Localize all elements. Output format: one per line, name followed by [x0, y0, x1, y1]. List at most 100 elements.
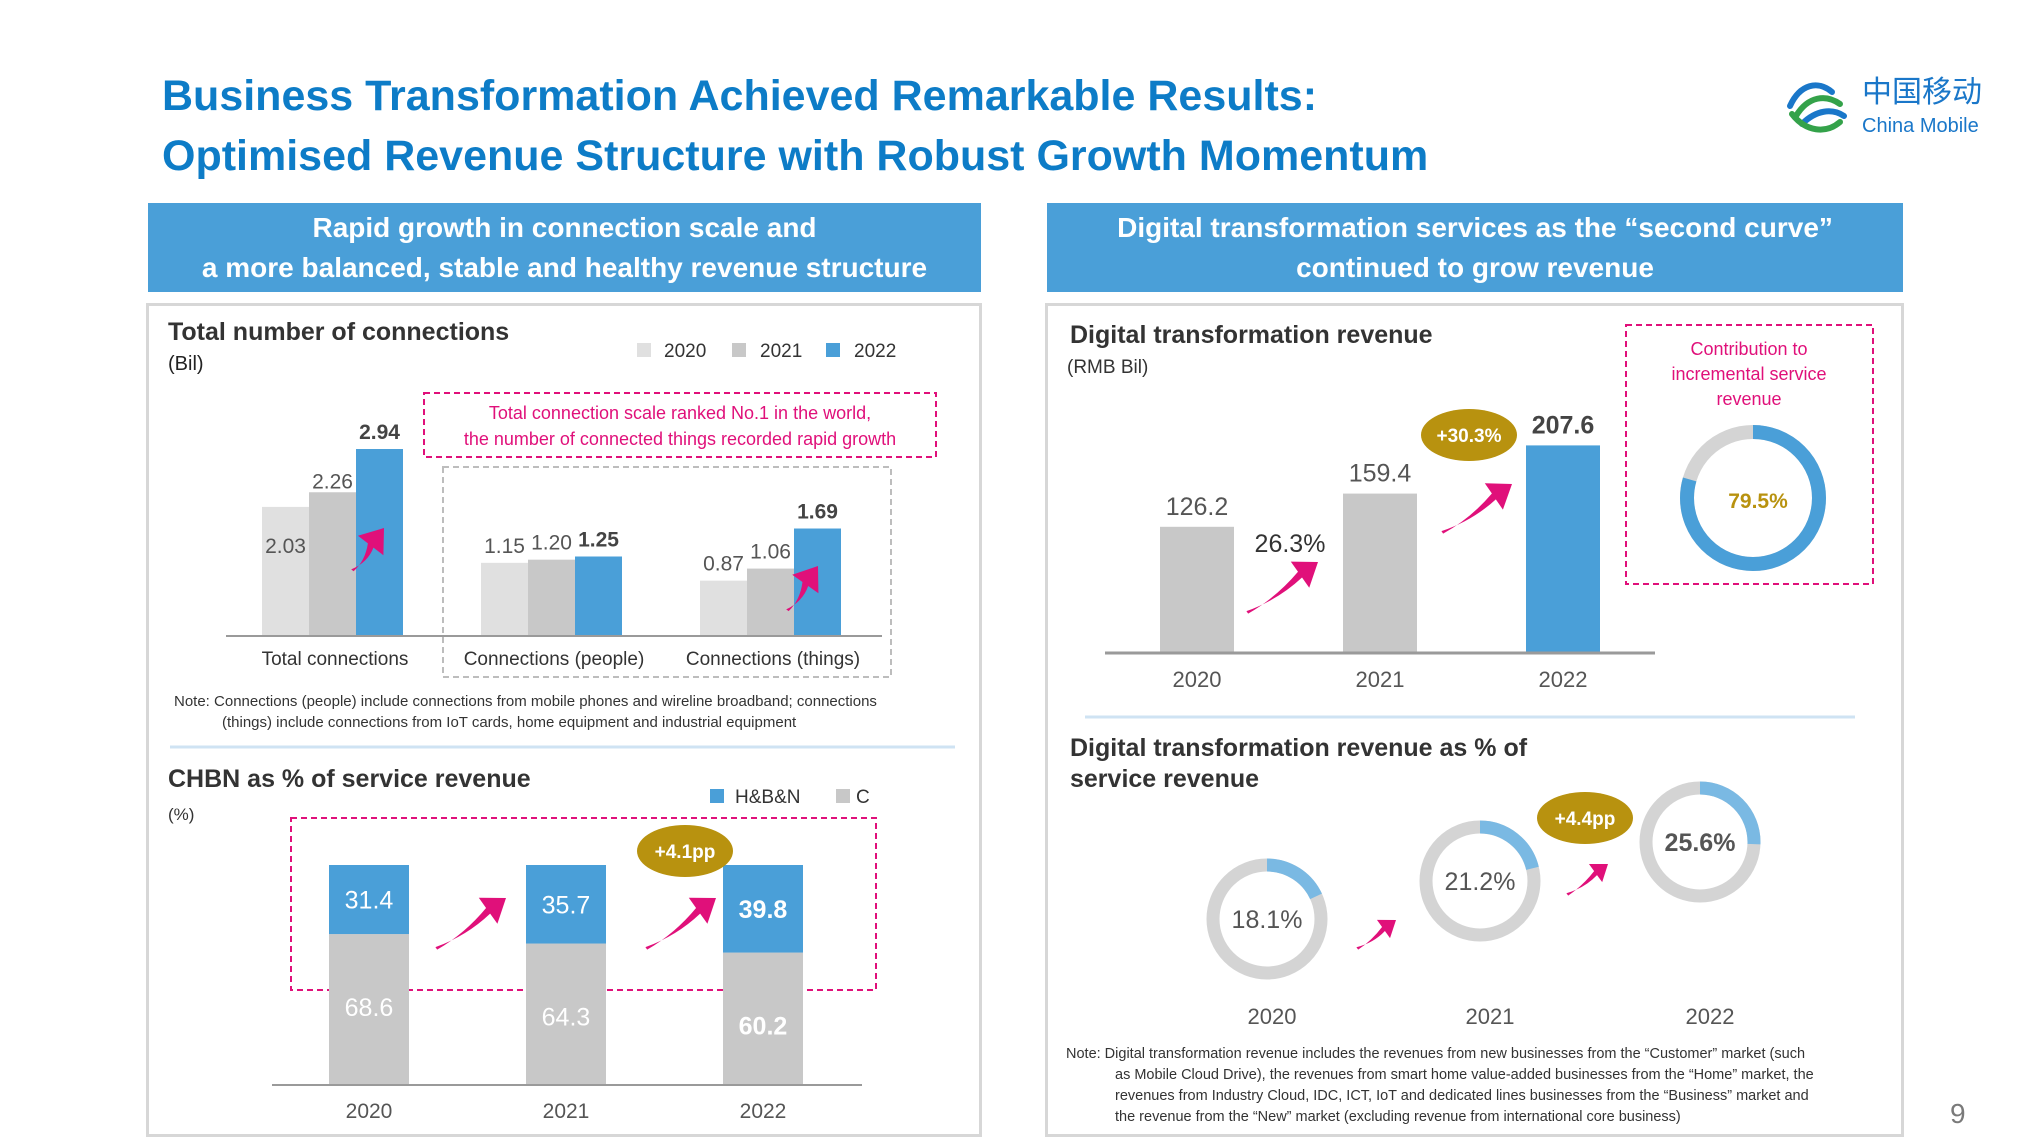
right-section-header: Digital transformation services as the “…	[1047, 203, 1903, 292]
growth-arrow-icon-3	[645, 897, 716, 950]
share-value-2020: 18.1%	[1232, 906, 1303, 934]
chbn-bar-hbn-2020	[329, 865, 409, 935]
left-header-line-2: a more balanced, stable and healthy reve…	[201, 251, 928, 283]
category-connections-things: Connections (things)	[686, 649, 860, 670]
chbn-badge	[637, 825, 733, 877]
connections-annotation-box	[423, 392, 937, 458]
connections-unit: (Bil)	[168, 353, 204, 375]
dt-bar-2020	[1160, 526, 1234, 653]
chbn-chart: CHBN as % of service revenue (%) H&B&N C…	[168, 765, 877, 1123]
connections-note-line-2: (things) include connections from IoT ca…	[222, 714, 797, 731]
legend-2021-label: 2021	[760, 341, 802, 362]
legend-hbn-swatch	[710, 789, 724, 803]
dt-note-line-3: revenues from Industry Cloud, IDC, ICT, …	[1115, 1088, 1809, 1104]
page-number: 9	[1950, 1098, 1966, 1129]
dt-year-2020: 2020	[1173, 667, 1222, 692]
chbn-value-c-2020: 68.6	[345, 994, 394, 1022]
chbn-value-hbn-2022: 39.8	[739, 896, 788, 924]
chbn-bar-c-2020	[329, 934, 409, 1085]
connections-value-2022-2: 1.69	[797, 501, 838, 524]
connections-value-2022-0: 2.94	[359, 421, 400, 444]
connections-bar-2021-1	[528, 559, 575, 636]
connections-bar-2020-2	[700, 580, 747, 636]
connections-annotation-line-2: the number of connected things recorded …	[464, 429, 896, 449]
legend-hbn-label: H&B&N	[735, 787, 800, 808]
dt-revenue-chart: Digital transformation revenue (RMB Bil)…	[1067, 321, 1874, 692]
contribution-donut	[1680, 425, 1826, 571]
connections-value-2020-0: 2.03	[265, 535, 306, 558]
dt-note-line-1: Note: Digital transformation revenue inc…	[1066, 1046, 1805, 1062]
page-title-line-1: Business Transformation Achieved Remarka…	[162, 72, 1318, 120]
dt-value-2021: 159.4	[1349, 460, 1412, 488]
connections-bar-2021-0	[309, 492, 356, 636]
connections-annotation-line-1: Total connection scale ranked No.1 in th…	[489, 403, 871, 423]
chbn-title: CHBN as % of service revenue	[168, 765, 531, 793]
chbn-year-2022: 2022	[740, 1100, 787, 1123]
left-panel	[146, 303, 982, 1137]
dt-growth-2021: 26.3%	[1255, 530, 1326, 558]
connections-value-2022-1: 1.25	[578, 529, 619, 552]
chbn-bar-hbn-2022	[723, 865, 803, 953]
chbn-value-hbn-2020: 31.4	[345, 887, 394, 915]
dt-share-title-line-1: Digital transformation revenue as % of	[1070, 734, 1528, 762]
dt-revenue-title: Digital transformation revenue	[1070, 321, 1433, 349]
chbn-bar-c-2022	[723, 952, 803, 1085]
growth-arrow-icon-6	[1356, 919, 1396, 950]
legend-2021-swatch	[732, 343, 746, 357]
chbn-value-c-2022: 60.2	[739, 1013, 788, 1041]
dt-year-2021: 2021	[1356, 667, 1405, 692]
share-badge-text: +4.4pp	[1555, 809, 1616, 830]
connections-group-box	[442, 466, 892, 678]
chbn-annotation-box	[290, 817, 877, 991]
chbn-badge-text: +4.1pp	[655, 842, 716, 863]
connections-value-2020-2: 0.87	[703, 553, 744, 576]
legend-2022-label: 2022	[854, 341, 896, 362]
legend-2020-label: 2020	[664, 341, 706, 362]
dt-value-2022: 207.6	[1532, 411, 1595, 439]
growth-arrow-icon-7	[1566, 864, 1608, 896]
dt-bar-2022	[1526, 445, 1600, 653]
share-donut-arc-2021	[1419, 820, 1541, 942]
chbn-value-hbn-2021: 35.7	[542, 891, 591, 919]
dt-year-2022: 2022	[1539, 667, 1588, 692]
category-connections-people: Connections (people)	[464, 649, 645, 670]
connections-value-2021-0: 2.26	[312, 470, 353, 493]
connections-note-line-1: Note: Connections (people) include conne…	[174, 693, 877, 710]
dt-note-line-4: the revenue from the “New” market (exclu…	[1115, 1109, 1681, 1125]
chbn-year-2021: 2021	[543, 1100, 590, 1123]
logo-cn: 中国移动	[1862, 76, 1982, 109]
growth-arrow-icon-1	[786, 566, 819, 612]
share-donut-arc-2020	[1206, 858, 1328, 980]
contribution-donut-arc	[1680, 425, 1826, 571]
share-badge	[1537, 792, 1633, 844]
connections-value-2020-1: 1.15	[484, 535, 525, 558]
connections-chart: Total number of connections (Bil) 2020 2…	[168, 318, 955, 749]
chbn-bar-c-2021	[526, 943, 606, 1085]
connections-value-2021-2: 1.06	[750, 541, 791, 564]
dt-note-line-2: as Mobile Cloud Drive), the revenues fro…	[1115, 1067, 1814, 1083]
legend-c-label: C	[856, 787, 870, 808]
growth-arrow-icon-0	[351, 528, 384, 572]
right-header-line-1: Digital transformation services as the “…	[1117, 211, 1833, 243]
connections-bar-2020-1	[481, 562, 528, 636]
dt-revenue-unit: (RMB Bil)	[1067, 357, 1148, 378]
growth-arrows	[351, 483, 1608, 950]
share-donut-arc-2022	[1639, 781, 1761, 903]
right-panel	[1045, 303, 1904, 1137]
connections-title: Total number of connections	[168, 318, 509, 346]
dt-share-donuts: 18.1% 21.2% 25.6%	[1206, 781, 1761, 980]
legend-2022-swatch	[826, 343, 840, 357]
contribution-box	[1625, 324, 1874, 585]
dt-revenue-bars: 126.2 159.4 207.6	[1160, 411, 1600, 653]
china-mobile-logo: 中国移动 China Mobile	[1787, 76, 1982, 137]
dt-share-chart: Digital transformation revenue as % of s…	[1066, 734, 1814, 1125]
connections-bar-2022-1	[575, 556, 622, 636]
left-header-line-1: Rapid growth in connection scale and	[312, 211, 817, 243]
right-header-line-2: continued to grow revenue	[1296, 251, 1654, 283]
legend-2020-swatch	[637, 343, 651, 357]
dt-value-2020: 126.2	[1166, 493, 1229, 521]
share-year-2020: 2020	[1248, 1004, 1297, 1029]
share-year-2022: 2022	[1686, 1004, 1735, 1029]
growth-arrow-icon-5	[1441, 483, 1512, 534]
